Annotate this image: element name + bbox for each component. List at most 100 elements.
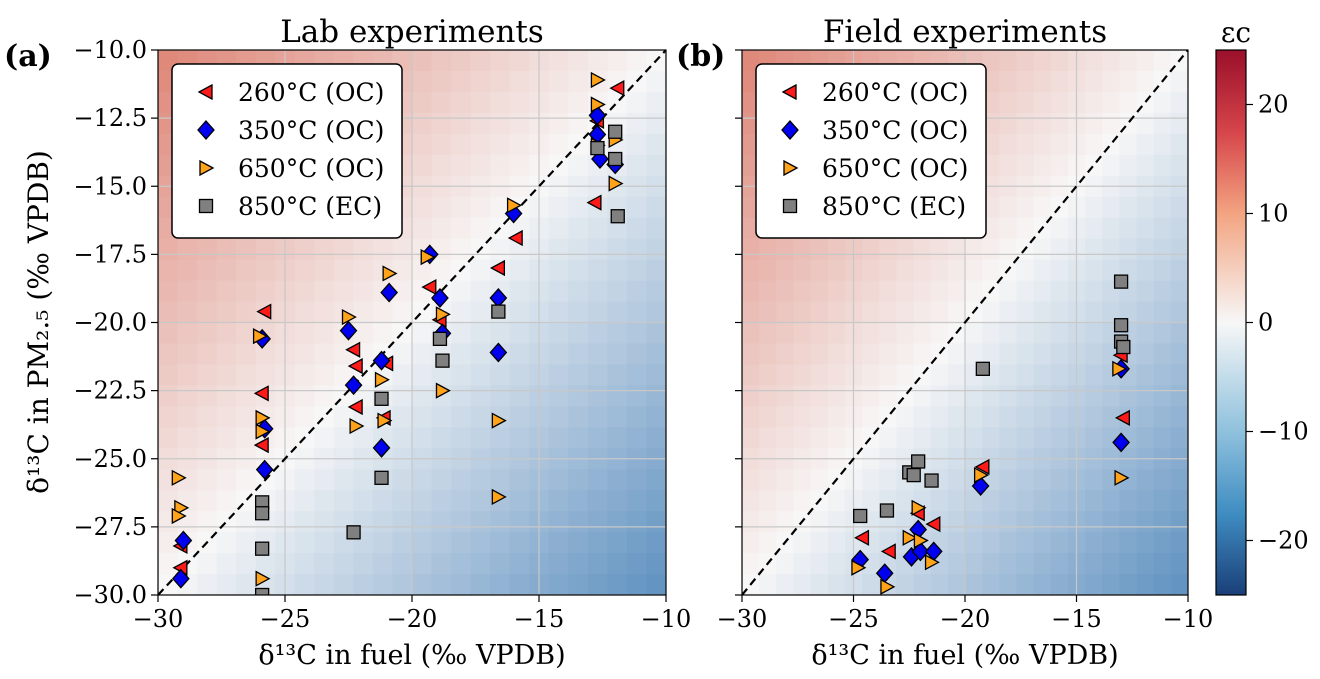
background-cell: [1085, 364, 1103, 386]
background-cell: [626, 133, 648, 156]
background-cell: [392, 553, 413, 575]
background-cell: [1050, 364, 1069, 386]
background-cell: [1153, 259, 1172, 282]
background-cell: [1085, 301, 1103, 324]
background-cell: [947, 280, 966, 303]
background-cell: [158, 259, 179, 282]
background-cell: [1050, 511, 1069, 533]
point-triangle-right: [349, 417, 365, 435]
background-cell: [1050, 280, 1069, 303]
background-cell: [1136, 553, 1155, 575]
background-cell: [982, 406, 1000, 428]
background-cell: [646, 322, 666, 345]
background-cell: [965, 490, 983, 512]
background-cell: [965, 532, 983, 554]
legend-marker-triangle-right: [783, 159, 799, 177]
background-cell: [568, 406, 589, 428]
background-cell: [930, 322, 949, 345]
background-cell: [965, 427, 983, 449]
background-cell: [607, 532, 628, 554]
background-cell: [646, 133, 666, 156]
background-cell: [314, 427, 335, 449]
point-triangle-right: [255, 409, 271, 426]
colorbar-tick-label: 20: [1258, 91, 1289, 119]
background-cell: [1050, 427, 1069, 449]
background-cell: [294, 280, 315, 303]
background-cell: [999, 70, 1018, 93]
background-cell: [1016, 259, 1035, 282]
background-cell: [509, 553, 530, 575]
background-cell: [776, 553, 795, 575]
background-cell: [1153, 532, 1172, 554]
background-cell: [1085, 385, 1103, 407]
background-cell: [548, 364, 569, 386]
background-cell: [1136, 217, 1155, 240]
background-cell: [742, 553, 760, 575]
background-cell: [412, 91, 433, 114]
background-cell: [793, 385, 812, 407]
point-diamond: [431, 287, 449, 308]
background-cell: [646, 91, 666, 114]
background-cell: [1153, 406, 1172, 428]
background-cell: [742, 511, 760, 533]
background-cell: [548, 406, 569, 428]
background-cell: [626, 238, 648, 261]
background-cell: [999, 133, 1018, 156]
background-cell: [177, 385, 198, 407]
point-diamond: [255, 459, 274, 480]
background-cell: [862, 280, 880, 303]
background-cell: [490, 532, 511, 554]
background-cell: [827, 301, 846, 324]
background-cell: [490, 511, 511, 533]
x-tick-label: −25: [260, 605, 311, 633]
background-cell: [1170, 154, 1188, 177]
background-cell: [177, 469, 198, 491]
background-cell: [1153, 553, 1172, 575]
background-cell: [236, 364, 257, 386]
background-cell: [451, 112, 472, 135]
point-square: [374, 470, 389, 485]
background-cell: [236, 259, 257, 282]
point-triangle-right: [1114, 469, 1130, 486]
background-cell: [412, 427, 433, 449]
point-square: [1116, 339, 1131, 355]
background-cell: [431, 91, 452, 114]
background-cell: [470, 532, 491, 554]
background-cell: [216, 322, 237, 345]
background-cell: [1033, 343, 1052, 366]
background-cell: [490, 553, 511, 575]
background-cell: [965, 322, 983, 345]
background-cell: [793, 469, 812, 491]
background-cell: [177, 280, 198, 303]
legend-label: 650°C (OC): [238, 154, 384, 183]
background-cell: [568, 154, 589, 177]
background-cell: [759, 238, 777, 261]
background-cell: [568, 50, 589, 72]
background-cell: [177, 343, 198, 366]
background-cell: [1153, 50, 1172, 72]
background-cell: [1050, 301, 1069, 324]
background-cell: [216, 469, 237, 491]
background-cell: [216, 280, 237, 303]
background-cell: [587, 301, 608, 324]
point-triangle-right: [608, 175, 624, 192]
point-square: [911, 454, 926, 469]
background-cell: [1170, 133, 1188, 156]
background-cell: [930, 574, 949, 595]
background-cell: [568, 532, 589, 554]
background-cell: [1016, 196, 1035, 219]
background-cell: [646, 427, 666, 449]
background-cell: [827, 280, 846, 303]
background-cell: [879, 364, 897, 386]
background-cell: [810, 406, 829, 428]
background-cell: [999, 532, 1018, 554]
background-cell: [392, 343, 413, 366]
background-cell: [372, 238, 394, 261]
background-cell: [810, 238, 829, 261]
background-cell: [607, 322, 628, 345]
background-cell: [470, 301, 491, 324]
background-cell: [333, 406, 354, 428]
background-cell: [236, 532, 257, 554]
background-cell: [965, 238, 983, 261]
legend-label: 350°C (OC): [238, 116, 384, 145]
